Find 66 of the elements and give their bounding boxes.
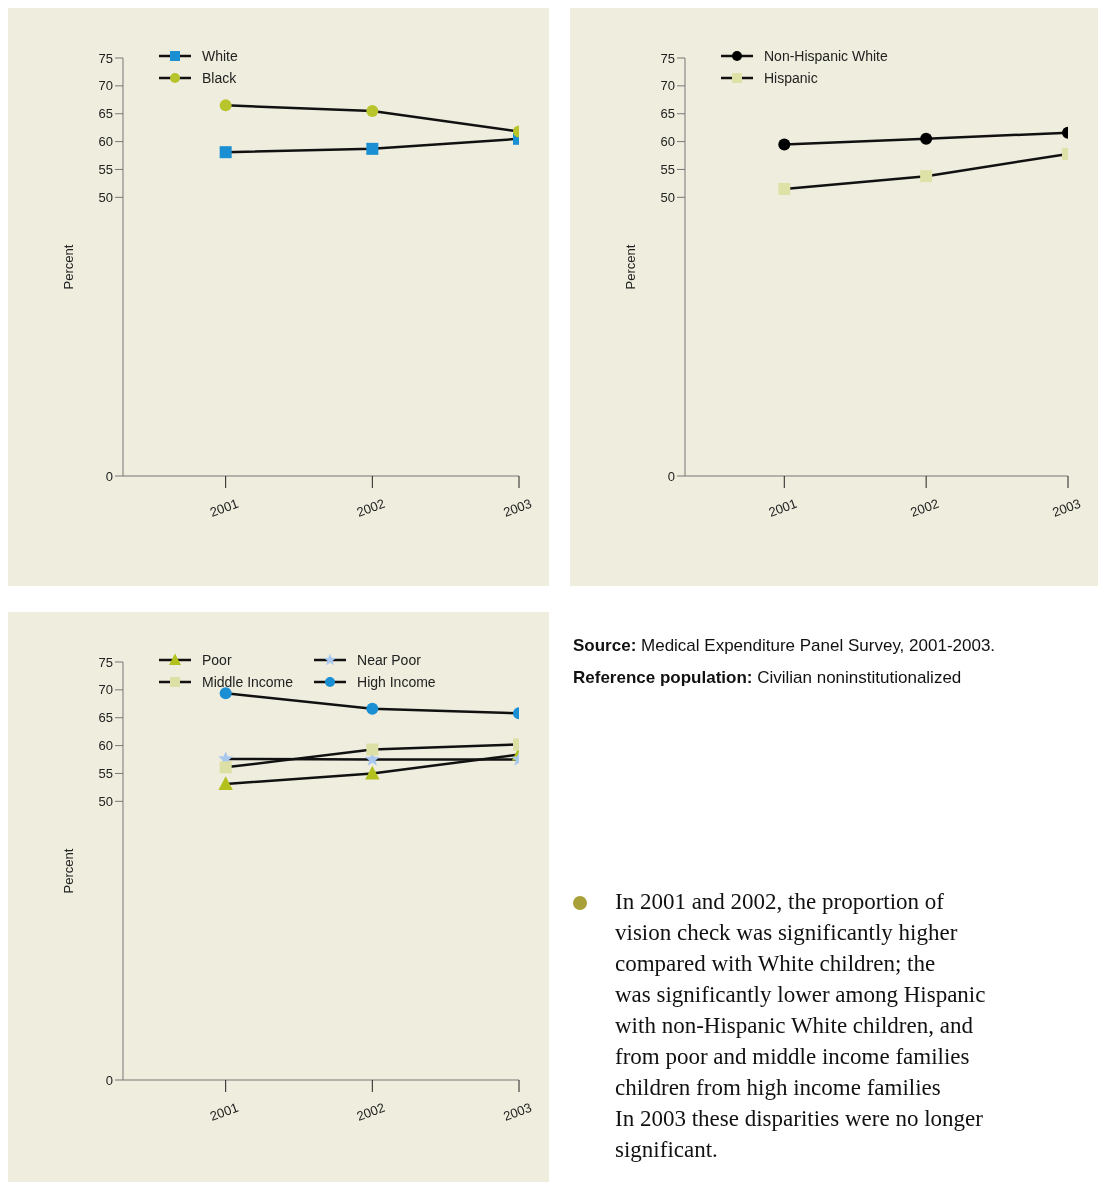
text: with non-Hispanic White children, and [615,1012,974,1040]
point [366,104,379,117]
y-tick-label: 75 [98,50,113,66]
legend-label: Middle Income [202,674,294,690]
point [366,702,379,715]
y-tick-label: 70 [660,78,675,94]
text: vision check was significantly higher [615,919,959,947]
point [365,765,380,780]
point [219,146,232,159]
text: significant. [615,1136,719,1164]
point [778,138,791,151]
y-tick-label: 60 [660,134,675,150]
x-tick-label: 2003 [501,495,534,520]
y-tick-label: 60 [98,738,113,754]
y-axis-title: Percent [60,848,76,894]
x-tick-label: 2002 [354,1099,387,1124]
x-tick-label: 2001 [766,495,799,520]
x-tick-label: 2001 [207,1099,241,1124]
y-tick-label: 55 [98,766,113,782]
point [219,761,232,774]
legend-label: Near Poor [357,652,421,668]
y-tick-label: 55 [98,162,113,178]
x-tick-label: 2003 [501,1099,534,1124]
text: children from high income families [615,1074,942,1102]
y-tick-label: 75 [98,654,113,670]
legend-label: Hispanic [764,70,818,86]
point [366,743,379,756]
y-axis-title: Percent [60,244,76,290]
legend-label: Black [202,70,237,86]
point [366,142,379,155]
point [219,687,232,700]
legend-label: High Income [357,674,436,690]
text: In 2003 these disparities were no longer [615,1105,984,1133]
text: compared with White children; the [615,950,937,978]
text: was significantly lower among Hispanic [615,981,986,1009]
point [219,99,232,112]
y-tick-label: 65 [98,710,113,726]
legend-label: Non-Hispanic White [764,48,888,64]
y-tick-label: 65 [660,106,675,122]
text: Reference population: Civilian noninstitutionalized [573,668,963,688]
point [778,182,791,195]
x-tick-label: 2002 [908,495,941,520]
text: from poor and middle income families [615,1043,971,1071]
y-tick-label: 55 [660,162,675,178]
legend-label: Poor [202,652,232,668]
y-tick-label: 60 [98,134,113,150]
y-tick-label: 0 [105,1072,113,1088]
y-tick-label: 75 [660,50,675,66]
point [920,170,933,183]
point [218,776,233,791]
y-tick-label: 50 [98,793,113,809]
y-axis-title: Percent [622,244,638,290]
y-tick-label: 70 [98,78,113,94]
text: In 2001 and 2002, the proportion of [615,888,945,916]
x-tick-label: 2002 [354,495,387,520]
y-tick-label: 50 [98,189,113,205]
y-tick-label: 50 [660,189,675,205]
y-tick-label: 0 [105,468,113,484]
source-note: Source: Medical Expenditure Panel Survey, 2001-2003. [573,636,997,656]
y-tick-label: 70 [98,682,113,698]
y-tick-label: 0 [667,468,675,484]
y-tick-label: 65 [98,106,113,122]
x-tick-label: 2001 [207,495,241,520]
point [920,132,933,145]
x-tick-label: 2003 [1050,495,1083,520]
legend-label: White [202,48,238,64]
